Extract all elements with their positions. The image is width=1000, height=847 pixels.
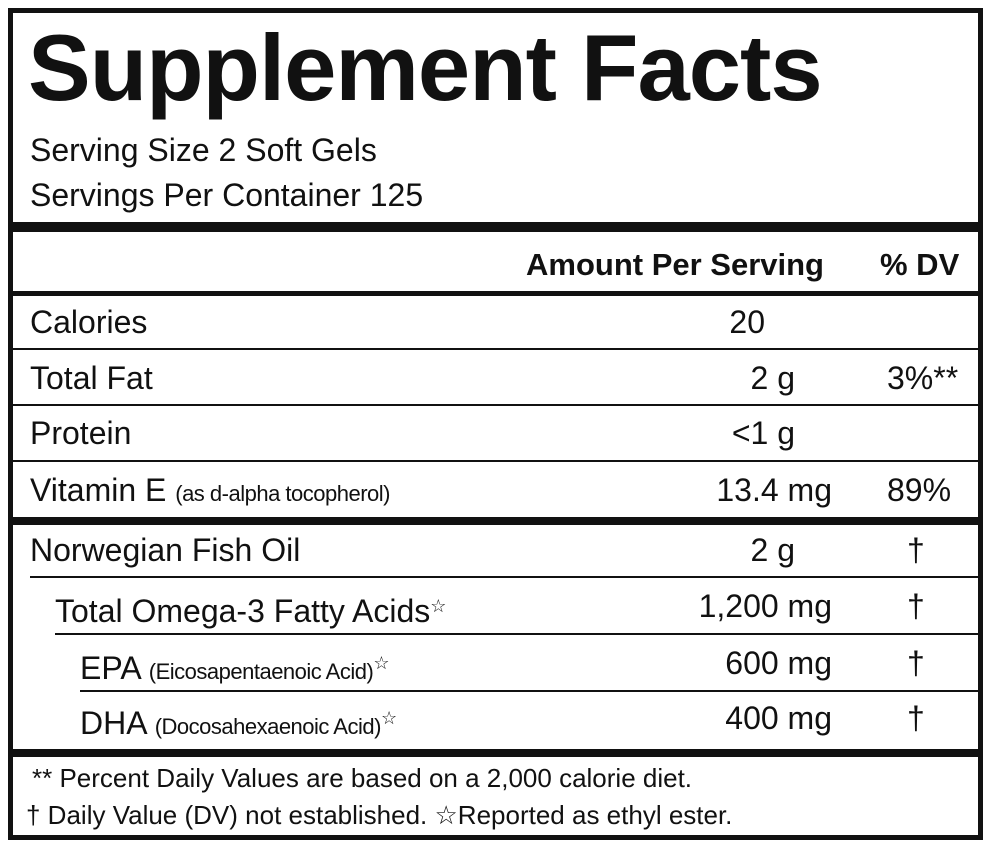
ester-marker: ☆ (373, 653, 390, 673)
row-rule (30, 576, 982, 578)
thick-rule (10, 517, 982, 525)
footnote: ** Percent Daily Values are based on a 2… (32, 763, 693, 793)
row-rule (10, 460, 982, 462)
row-rule (80, 690, 982, 692)
row-label: Total Fat (30, 358, 153, 398)
nutrient-name: Norwegian Fish Oil (30, 532, 301, 568)
ester-marker: ☆ (380, 708, 398, 728)
thick-rule (10, 222, 982, 232)
amount: <1 g (731, 415, 795, 451)
row-label: Protein (30, 413, 131, 453)
daily-value: 3%** (887, 360, 959, 396)
row-rule (55, 633, 982, 635)
thick-rule (10, 749, 982, 757)
row-label: EPA (Eicosapentaenoic Acid)☆ (80, 643, 389, 692)
amount: 600 mg (725, 645, 832, 681)
row-rule (10, 404, 982, 406)
amount: 20 (729, 304, 765, 340)
row-label: Norwegian Fish Oil (30, 530, 300, 570)
daily-value: † (907, 700, 925, 736)
row-label: Vitamin E (as d-alpha tocopherol) (30, 470, 390, 514)
ester-marker: ☆ (430, 596, 447, 616)
daily-value: 89% (887, 472, 952, 508)
dv-header: % DV (880, 247, 960, 282)
daily-value: † (907, 645, 925, 681)
daily-value: † (907, 588, 925, 624)
nutrient-name: Total Fat (30, 360, 153, 396)
daily-value: † (907, 532, 925, 568)
nutrient-name: Total Omega-3 Fatty Acids (55, 593, 431, 629)
nutrient-name: Vitamin E (30, 472, 167, 508)
row-label: Total Omega-3 Fatty Acids☆ (55, 586, 446, 631)
footnote: † Daily Value (DV) not established. ☆Rep… (26, 800, 733, 830)
nutrient-name: Calories (30, 304, 148, 340)
amount: 2 g (750, 360, 795, 396)
row-label: DHA (Docosahexaenoic Acid)☆ (80, 698, 397, 747)
serving-size: Serving Size 2 Soft Gels (30, 132, 377, 168)
label-border (8, 8, 983, 840)
nutrient-note: (Eicosapentaenoic Acid) (148, 659, 374, 684)
nutrient-note: (as d-alpha tocopherol) (175, 481, 390, 506)
nutrient-note: (Docosahexaenoic Acid) (154, 714, 382, 739)
nutrient-name: EPA (80, 650, 140, 686)
servings-per-container: Servings Per Container 125 (30, 177, 424, 213)
nutrient-name: Protein (30, 415, 132, 451)
row-rule (10, 348, 982, 350)
medium-rule (10, 291, 982, 296)
amount: 13.4 mg (716, 472, 832, 508)
title: Supplement Facts (28, 15, 823, 120)
amount: 2 g (750, 532, 795, 568)
nutrient-name: DHA (80, 705, 146, 741)
amount: 1,200 mg (698, 588, 832, 624)
amount: 400 mg (725, 700, 832, 736)
row-label: Calories (30, 302, 147, 342)
amount-header: Amount Per Serving (526, 247, 824, 282)
